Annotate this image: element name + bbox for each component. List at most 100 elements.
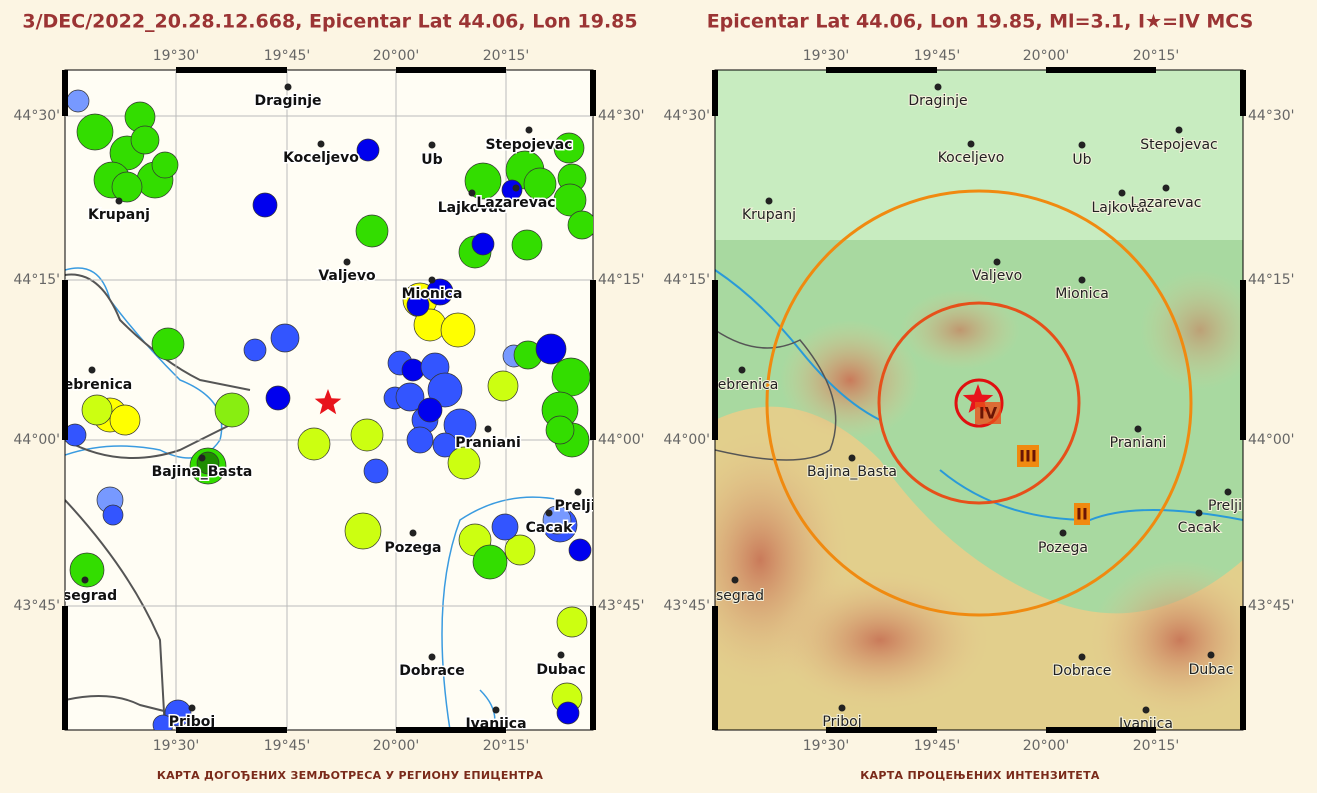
place-label: Valjevo	[972, 268, 1022, 284]
place-label: Bajina_Basta	[152, 464, 253, 480]
event	[471, 232, 495, 256]
intensity-label: IV	[979, 404, 998, 423]
place-label: segrad	[716, 588, 764, 604]
place-dot	[1207, 651, 1215, 659]
place-label: Mionica	[402, 286, 463, 302]
place-label: Mionica	[1055, 286, 1109, 302]
frame-bar	[590, 606, 596, 730]
frame-bar	[176, 727, 287, 733]
place-label: Cacak	[526, 520, 573, 536]
event	[440, 312, 476, 348]
event	[447, 446, 481, 480]
lat-label: 44°15'	[1248, 272, 1294, 288]
lon-label: 20°15'	[483, 48, 529, 64]
place-label: Valjevo	[318, 268, 376, 284]
frame-bar	[1240, 606, 1246, 730]
place-label: Priboj	[822, 714, 861, 730]
event	[214, 392, 250, 428]
event	[427, 372, 463, 408]
place-label: Ivanjica	[1119, 716, 1173, 732]
event	[511, 229, 543, 261]
event	[426, 278, 454, 306]
intensity-label: II	[1076, 505, 1088, 524]
lat-label: 43°45'	[598, 598, 644, 614]
place-dot	[1118, 189, 1126, 197]
event	[553, 132, 585, 164]
lat-label: 44°30'	[598, 108, 644, 124]
place-dot	[1134, 425, 1142, 433]
place-label: Stepojevac	[1140, 137, 1218, 153]
lon-label: 20°00'	[373, 738, 419, 754]
event	[417, 397, 443, 423]
place-label: segrad	[63, 588, 117, 604]
frame-bar	[712, 606, 718, 730]
place-dot	[468, 189, 476, 197]
left-title: 3/DEC/2022_20.28.12.668, Epicentar Lat 4…	[22, 11, 637, 33]
place-label: Draginje	[254, 93, 321, 109]
place-label: Dobrace	[1053, 663, 1112, 679]
frame-bar	[826, 67, 937, 73]
lon-label: 19°30'	[803, 738, 849, 754]
event	[265, 385, 291, 411]
place-dot	[1175, 126, 1183, 134]
event	[523, 167, 557, 201]
place-dot	[934, 83, 942, 91]
place-dot	[1078, 141, 1086, 149]
place-dot	[731, 576, 739, 584]
place-label: Dubac	[1189, 662, 1234, 678]
place-dot	[738, 366, 746, 374]
place-dot	[557, 651, 565, 659]
event	[130, 125, 160, 155]
place-label: Pozega	[1038, 540, 1088, 556]
place-dot	[198, 454, 206, 462]
frame-bar	[1240, 70, 1246, 116]
frame-bar	[1046, 727, 1156, 733]
right-title: Epicentar Lat 44.06, Lon 19.85, Ml=3.1, …	[707, 11, 1254, 33]
place-dot	[428, 276, 436, 284]
lat-label: 44°30'	[1248, 108, 1294, 124]
lon-label: 19°45'	[914, 738, 960, 754]
place-dot	[428, 141, 436, 149]
frame-bar	[590, 280, 596, 440]
lat-label: 44°00'	[14, 432, 60, 448]
place-dot	[1224, 488, 1232, 496]
place-dot	[317, 140, 325, 148]
event	[535, 333, 567, 365]
lon-label: 19°30'	[153, 738, 199, 754]
place-label: Dubac	[536, 662, 585, 678]
place-label: Koceljevo	[283, 150, 359, 166]
event	[432, 432, 458, 458]
place-label: Krupanj	[742, 207, 796, 223]
place-dot	[512, 184, 520, 192]
place-dot	[284, 83, 292, 91]
event	[69, 552, 105, 588]
frame-bar	[62, 606, 68, 730]
left-layer: Draginje Koceljevo Ub Stepojevac Krupanj Lajk…	[63, 70, 595, 730]
lon-label: 19°30'	[803, 48, 849, 64]
lon-label: 20°00'	[1023, 48, 1069, 64]
place-dot	[1059, 529, 1067, 537]
event	[551, 357, 591, 397]
place-label: Prelji	[554, 498, 595, 514]
intensity-box	[975, 402, 1001, 424]
lat-label: 44°15'	[14, 272, 60, 288]
place-label: Bajina_Basta	[807, 464, 897, 480]
event	[567, 210, 593, 240]
frame-bar	[396, 67, 506, 73]
intensity-ring	[765, 189, 1193, 617]
frame-bar	[712, 70, 718, 116]
lat-label: 43°45'	[1248, 598, 1294, 614]
lon-label: 19°45'	[264, 738, 310, 754]
place-dot	[765, 197, 773, 205]
frame-bar	[176, 67, 287, 73]
place-label: Pozega	[385, 540, 442, 556]
place-dot	[1195, 509, 1203, 517]
event	[355, 214, 389, 248]
event	[344, 512, 382, 550]
place-dot	[525, 126, 533, 134]
place-label: Praniani	[1110, 435, 1167, 451]
frame-bar	[1046, 67, 1156, 73]
lon-label: 19°30'	[153, 48, 199, 64]
place-dot	[1162, 184, 1170, 192]
